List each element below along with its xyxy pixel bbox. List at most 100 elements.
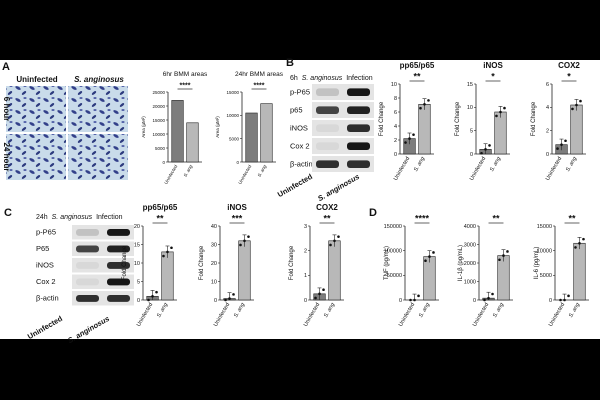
- chart-a2-xlabel-0: Uninfected: [237, 164, 252, 186]
- chart-c3-point-0-0: [314, 296, 317, 300]
- blot-b-strip-2: [312, 120, 374, 136]
- micro-image-s-ang-6h: [68, 86, 128, 132]
- chart-d1: 0 50000 100000 150000 TNF (pg/mL) Uninfected S…: [384, 214, 439, 328]
- chart-c2-bar-1: [238, 240, 251, 301]
- chart-b2-point-1-0: [495, 114, 498, 118]
- chart-d3-point-0-0: [559, 298, 562, 302]
- blot-c-lane-uninfected: Uninfected: [26, 314, 64, 341]
- blot-b-strip-3: [312, 138, 374, 154]
- chart-b2-ylabel: Fold Change: [455, 101, 461, 136]
- chart-b1-point-0-2: [412, 133, 415, 136]
- chart-c3-title: COX2: [316, 203, 338, 212]
- blot-b-header-species: S. anginosus: [302, 75, 343, 82]
- chart-b1-ytick-label-4: 8: [394, 96, 397, 102]
- chart-a2-bar-0: [245, 112, 258, 163]
- blot-b-lane-s-anginosus: S. anginosus: [316, 172, 361, 203]
- chart-b1-sig-stars: **: [413, 72, 421, 82]
- chart-c2-xlabel-1: S. ang: [233, 301, 247, 319]
- chart-d3-bar-1: [573, 242, 586, 301]
- chart-d1-sig-stars: ****: [415, 214, 430, 224]
- chart-a2-ylabel: Area (µM²): [215, 116, 220, 138]
- blot-c-band-4-lane-1: [107, 294, 130, 302]
- chart-c1-bar-1: [161, 251, 174, 301]
- blot-c-band-4-lane-0: [76, 294, 99, 302]
- blot-b-label-4: β-actin: [290, 160, 313, 169]
- chart-a1-ytick-label-1: 5000: [155, 146, 166, 151]
- chart-c1-title: pp65/p65: [143, 203, 178, 212]
- blot-b-label-1: p65: [290, 106, 303, 115]
- chart-c3-ytick-label-2: 2: [304, 248, 307, 254]
- chart-c2-point-0-2: [232, 293, 235, 296]
- blot-b-header-suffix: Infection: [346, 75, 373, 82]
- chart-b1-title: pp65/p65: [400, 61, 435, 70]
- chart-a2: 24hr BMM areas 0 5000 10000 15000 Area (µM²) U…: [215, 71, 284, 185]
- micro-image-s-ang-24h: [68, 134, 128, 180]
- blot-b-strip-4: [312, 156, 374, 172]
- western-blot-c: 24h S. anginosus Infection p-P65 P65 iNOS C…: [26, 214, 134, 345]
- chart-a2-sig-stars: ****: [254, 83, 265, 90]
- chart-a1-ylabel: Area (µM²): [141, 116, 146, 138]
- chart-d2-point-1-1: [502, 254, 505, 257]
- chart-a1-ytick-label-4: 20000: [152, 104, 165, 109]
- blot-b-header: 6h S. anginosus Infection: [290, 75, 373, 82]
- blot-c-band-0-lane-0: [76, 228, 99, 236]
- chart-d3-sig-stars: **: [568, 214, 576, 224]
- blot-b-header-prefix: 6h: [290, 75, 298, 82]
- blot-c-band-3-lane-0: [76, 278, 99, 286]
- chart-d1-point-0-0: [409, 298, 412, 302]
- chart-a2-title: 24hr BMM areas: [235, 71, 284, 78]
- chart-b3-point-0-2: [564, 139, 567, 143]
- chart-c1-point-0-1: [151, 295, 154, 298]
- chart-c3-bar-1: [328, 240, 341, 301]
- chart-a1-bar-0: [171, 100, 184, 163]
- blot-b-label-3: Cox 2: [290, 142, 310, 151]
- chart-c2-point-1-1: [243, 239, 246, 243]
- chart-b2-ytick-label-3: 15: [467, 82, 473, 88]
- chart-b3-sig-stars: *: [567, 72, 571, 82]
- blot-c-band-0-lane-1: [107, 228, 130, 236]
- blot-c-band-3-lane-1: [107, 278, 130, 286]
- chart-b1-ytick-label-2: 4: [394, 124, 397, 130]
- chart-b1-point-1-1: [423, 103, 426, 106]
- blot-b-band-4-lane-0: [316, 160, 339, 168]
- chart-b3-point-1-1: [575, 103, 578, 107]
- panel-label-a: A: [2, 61, 10, 73]
- chart-b3-ylabel: Fold Change: [531, 101, 537, 136]
- chart-d2-ylabel: IL-1β (pg/mL): [458, 245, 464, 281]
- chart-d3-point-1-2: [582, 237, 585, 241]
- chart-b1-point-1-2: [427, 99, 430, 102]
- blot-c-label-4: β-actin: [36, 294, 59, 303]
- chart-c1-ytick-label-2: 10: [134, 261, 140, 267]
- micro-col-uninfected: Uninfected: [16, 75, 57, 84]
- chart-d1-point-1-2: [432, 251, 435, 254]
- blot-c-lane-s-anginosus: S. anginosus: [66, 314, 111, 345]
- chart-d3-point-0-1: [563, 298, 566, 302]
- chart-b1-ylabel: Fold Change: [379, 101, 385, 136]
- chart-c2-ylabel: Fold Change: [199, 245, 205, 280]
- chart-b3-point-0-0: [556, 147, 559, 150]
- chart-b2-xlabel-0: Uninfected: [469, 156, 487, 182]
- chart-d2-xlabel-1: S. ang: [492, 301, 506, 319]
- chart-b2-xlabel-1: S. ang: [489, 155, 503, 173]
- chart-d2-xlabel-0: Uninfected: [472, 302, 490, 328]
- chart-c3: COX2 0 1 2 3 Fold Change Uninfected S. ang **: [289, 203, 344, 328]
- chart-d1-point-0-2: [417, 294, 420, 298]
- chart-d3: 0 5000 10000 15000 IL-6 (pg/mL) Uninfected S. …: [534, 214, 589, 328]
- chart-b3: COX2 0 2 4 6 Fold Change Uninfected S. ang *: [531, 61, 586, 182]
- micro-image-uninfected-24h: [6, 134, 66, 180]
- chart-c2-point-0-0: [224, 298, 227, 302]
- panel-label-d: D: [369, 207, 377, 219]
- blot-b-band-3-lane-0: [316, 142, 339, 150]
- chart-b3-xlabel-1: S. ang: [565, 155, 579, 173]
- blot-c-label-0: p-P65: [36, 228, 56, 237]
- bottom-black-band: [0, 339, 600, 400]
- chart-d3-xlabel-0: Uninfected: [548, 302, 566, 328]
- chart-d1-point-1-0: [424, 259, 427, 263]
- micro-row-24h: 24 hour: [2, 143, 11, 172]
- chart-d3-point-1-1: [578, 241, 581, 245]
- western-blot-b: 6h S. anginosus Infection p-P65 p65 iNOS Co…: [276, 75, 374, 203]
- blot-b-band-0-lane-0: [316, 88, 339, 96]
- blot-b-label-0: p-P65: [290, 88, 310, 97]
- chart-d3-ytick-label-2: 10000: [537, 248, 552, 254]
- micro-row-6h: 6 hour: [2, 97, 11, 121]
